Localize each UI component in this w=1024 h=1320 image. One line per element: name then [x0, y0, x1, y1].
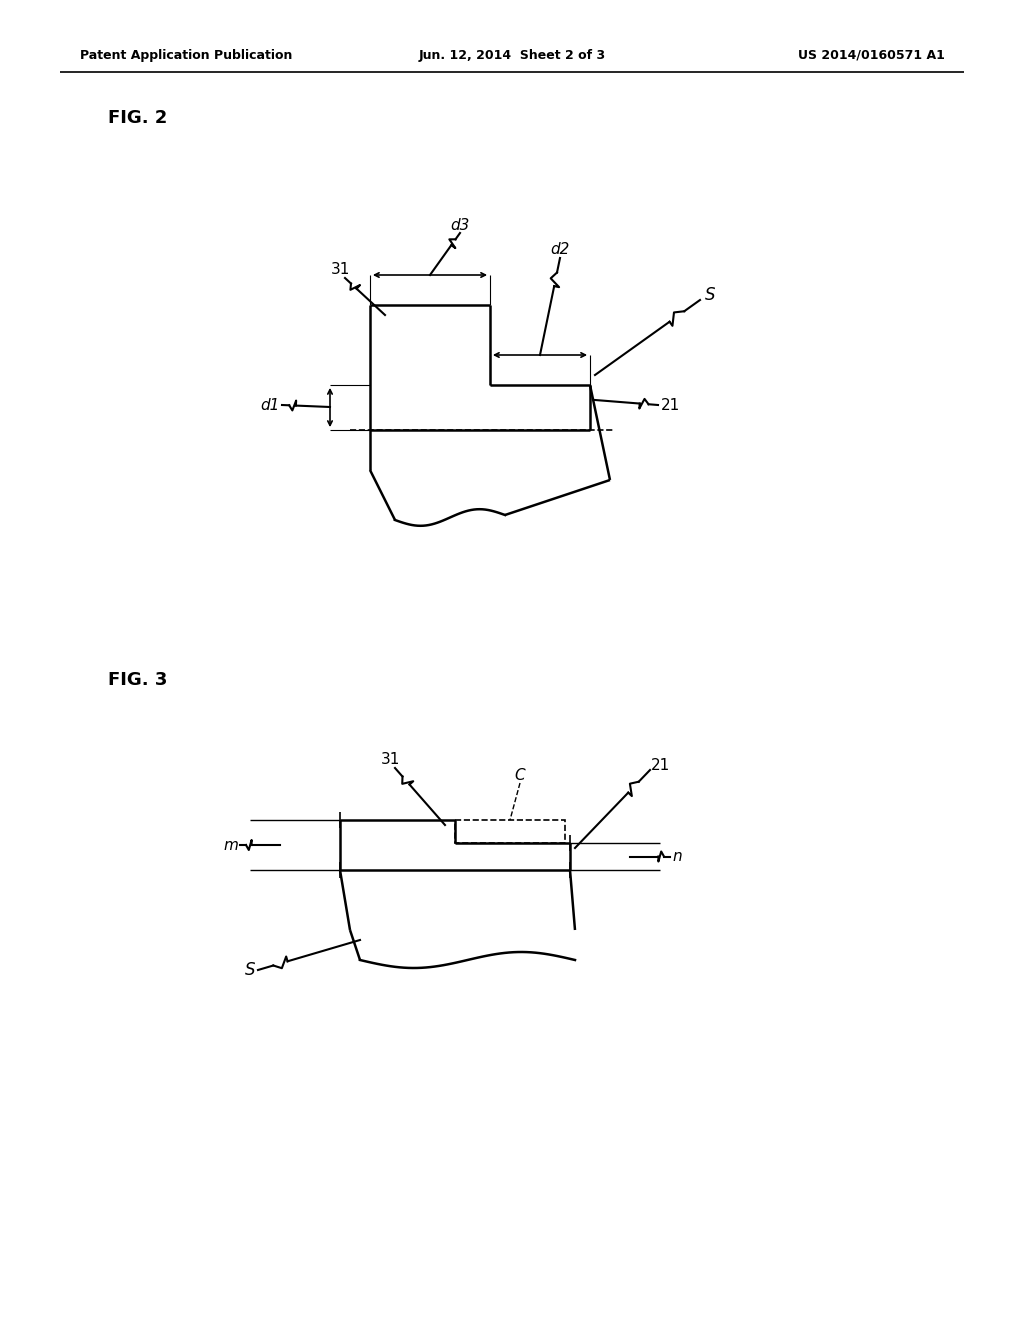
Bar [455, 820, 565, 843]
Text: d3: d3 [451, 218, 470, 232]
Text: 31: 31 [331, 263, 349, 277]
Text: S: S [705, 286, 715, 304]
Text: 21: 21 [650, 758, 670, 772]
Text: m: m [223, 837, 238, 853]
Text: Jun. 12, 2014  Sheet 2 of 3: Jun. 12, 2014 Sheet 2 of 3 [419, 49, 605, 62]
Text: d1: d1 [260, 397, 280, 412]
Text: Patent Application Publication: Patent Application Publication [80, 49, 293, 62]
Text: US 2014/0160571 A1: US 2014/0160571 A1 [798, 49, 945, 62]
Text: FIG. 2: FIG. 2 [108, 110, 167, 127]
Text: 31: 31 [380, 752, 399, 767]
Text: n: n [672, 849, 682, 865]
Text: S: S [245, 961, 255, 979]
Text: C: C [515, 767, 525, 783]
Text: d2: d2 [550, 243, 569, 257]
Text: 21: 21 [660, 397, 680, 412]
Text: FIG. 3: FIG. 3 [108, 671, 167, 689]
